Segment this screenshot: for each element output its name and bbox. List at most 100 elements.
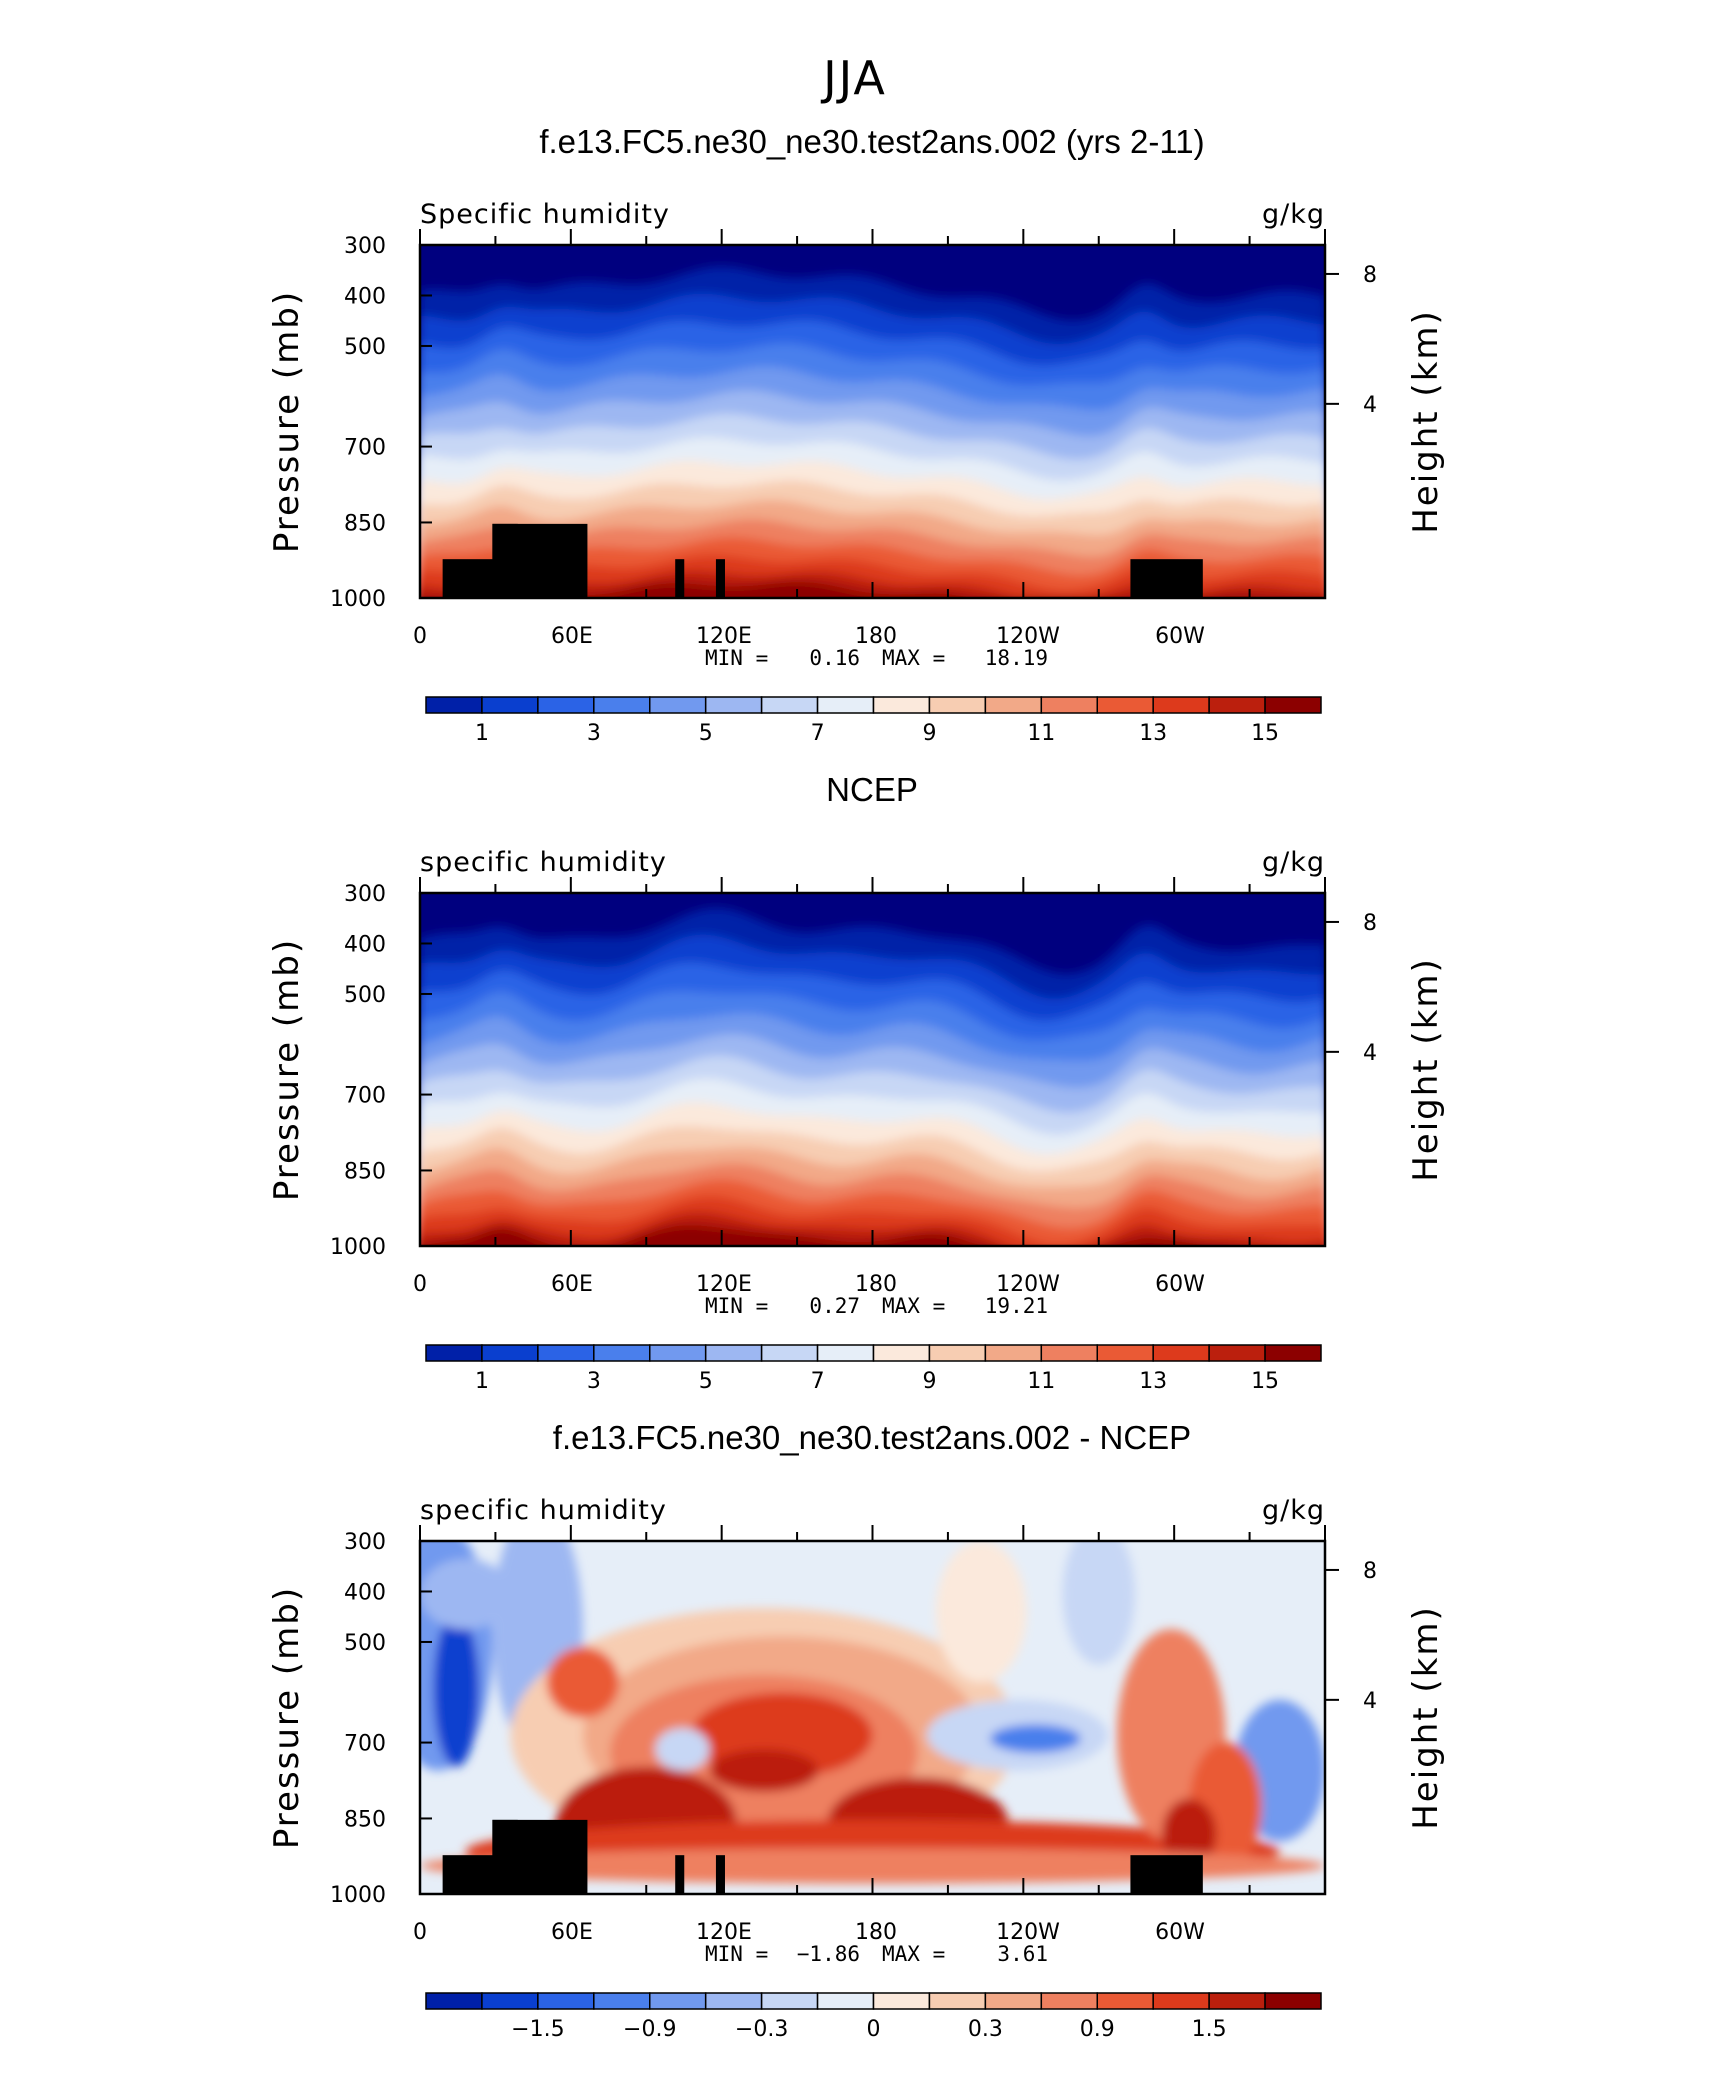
y-tick-label: 500 (344, 983, 386, 1008)
anomaly-region-2 (433, 1611, 479, 1767)
y-tick-label: 700 (344, 436, 386, 461)
y-tick-label: 700 (344, 1084, 386, 1109)
anomaly-region-22 (1062, 1541, 1135, 1665)
y-tick-label: 700 (344, 1732, 386, 1757)
y-tick-label: 850 (344, 1159, 386, 1184)
panel-title: f.e13.FC5.ne30_ne30.test2ans.002 - NCEP (553, 1419, 1191, 1456)
x-tick-label: 180 (855, 1920, 897, 1945)
max-value: 18.19 (985, 646, 1048, 670)
colorbar-swatch-12 (1040, 696, 1098, 714)
colorbar-label: 1 (475, 721, 489, 746)
y-right-tick-label: 4 (1363, 393, 1377, 418)
colorbar-swatch-5 (649, 1992, 707, 2010)
colorbar-label: 9 (922, 1369, 936, 1394)
colorbar-label: 5 (699, 721, 713, 746)
colorbar-swatch-3 (537, 696, 595, 714)
colorbar-label: 7 (811, 721, 825, 746)
x-tick-label: 120W (996, 1920, 1060, 1945)
colorbar-swatch-14 (1152, 1344, 1210, 1362)
terrain-mask (442, 523, 1203, 598)
contour-field (420, 245, 1325, 598)
colorbar-swatch-14 (1152, 1992, 1210, 2010)
colorbar-swatch-16 (1264, 696, 1322, 714)
colorbar-label: 9 (922, 721, 936, 746)
colorbar: 1 3 5 7 9 11 13 15 (425, 696, 1322, 746)
panel-1: f.e13.FC5.ne30_ne30.test2ans.002 (yrs 2-… (267, 123, 1446, 746)
x-tick-label: 60W (1155, 1272, 1205, 1297)
max-label: MAX = (882, 1942, 945, 1966)
colorbar-swatch-10 (928, 696, 987, 714)
x-tick-label: 0 (413, 624, 427, 649)
y-right-tick-label: 8 (1363, 263, 1377, 288)
colorbar-label: 3 (587, 1369, 601, 1394)
colorbar-swatch-14 (1152, 696, 1210, 714)
anomaly-region-20 (420, 1558, 511, 1630)
x-tick-label: 60E (551, 1920, 593, 1945)
colorbar-swatch-5 (649, 1344, 707, 1362)
y-right-axis-title: Height (km) (1406, 957, 1446, 1182)
colorbar-label: 11 (1027, 721, 1055, 746)
colorbar: −1.5 −0.9 −0.3 0 0.3 0.9 1.5 (425, 1992, 1322, 2042)
x-tick-label: 60W (1155, 1920, 1205, 1945)
colorbar-swatch-15 (1208, 1992, 1266, 2010)
y-tick-label: 300 (344, 882, 386, 907)
colorbar-swatch-9 (872, 1344, 931, 1362)
colorbar-label: −0.9 (623, 2017, 676, 2042)
x-tick-label: 60E (551, 624, 593, 649)
colorbar-label: 0 (867, 2017, 881, 2042)
anomaly-region-8 (709, 1749, 819, 1792)
x-tick-label: 120E (696, 1272, 752, 1297)
colorbar-swatch-13 (1096, 1344, 1154, 1362)
colorbar-swatch-3 (537, 1344, 595, 1362)
colorbar-swatch-8 (816, 1992, 875, 2010)
colorbar-swatch-4 (593, 1992, 651, 2010)
min-value: 0.27 (809, 1294, 860, 1318)
colorbar-swatch-6 (704, 1344, 763, 1362)
colorbar-swatch-15 (1208, 1344, 1266, 1362)
colorbar-label: 7 (811, 1369, 825, 1394)
y-tick-label: 1000 (330, 1883, 386, 1908)
colorbar-swatch-1 (425, 1344, 483, 1362)
y-right-tick-label: 4 (1363, 1041, 1377, 1066)
colorbar-label: 11 (1027, 1369, 1055, 1394)
x-tick-label: 120E (696, 624, 752, 649)
colorbar-swatch-8 (816, 696, 875, 714)
colorbar-swatch-16 (1264, 1344, 1322, 1362)
y-axis-title: Pressure (mb) (267, 1586, 307, 1849)
colorbar-swatch-13 (1096, 696, 1154, 714)
colorbar-swatch-4 (593, 1344, 651, 1362)
anomaly-region-23 (420, 1848, 1325, 1884)
colorbar-label: 0.3 (968, 2017, 1003, 2042)
colorbar-swatch-1 (425, 696, 483, 714)
colorbar-swatch-8 (816, 1344, 875, 1362)
y-tick-label: 500 (344, 335, 386, 360)
max-value: 19.21 (985, 1294, 1048, 1318)
x-tick-label: 120E (696, 1920, 752, 1945)
y-tick-label: 400 (344, 932, 386, 957)
panel-title: f.e13.FC5.ne30_ne30.test2ans.002 (yrs 2-… (539, 123, 1204, 160)
colorbar-label: 15 (1251, 721, 1279, 746)
colorbar-swatch-10 (928, 1992, 987, 2010)
y-axis-title: Pressure (mb) (267, 938, 307, 1201)
colorbar-swatch-5 (649, 696, 707, 714)
y-tick-label: 1000 (330, 1235, 386, 1260)
x-tick-label: 180 (855, 1272, 897, 1297)
y-right-axis-title: Height (km) (1406, 309, 1446, 534)
variable-label: specific humidity (420, 847, 667, 878)
min-value: −1.86 (797, 1942, 860, 1966)
y-right-tick-label: 8 (1363, 1559, 1377, 1584)
units-label: g/kg (1262, 847, 1325, 878)
colorbar-swatch-2 (481, 696, 539, 714)
anomaly-region-14 (990, 1724, 1081, 1753)
x-tick-label: 120W (996, 1272, 1060, 1297)
y-tick-label: 1000 (330, 587, 386, 612)
colorbar-swatch-6 (704, 1992, 763, 2010)
y-tick-label: 300 (344, 234, 386, 259)
colorbar-swatch-11 (984, 1344, 1043, 1362)
y-tick-label: 400 (344, 1580, 386, 1605)
terrain-mask (442, 1819, 1203, 1894)
x-tick-label: 0 (413, 1272, 427, 1297)
colorbar-label: −1.5 (511, 2017, 564, 2042)
panel-3: f.e13.FC5.ne30_ne30.test2ans.002 - NCEP s… (267, 1419, 1446, 2042)
